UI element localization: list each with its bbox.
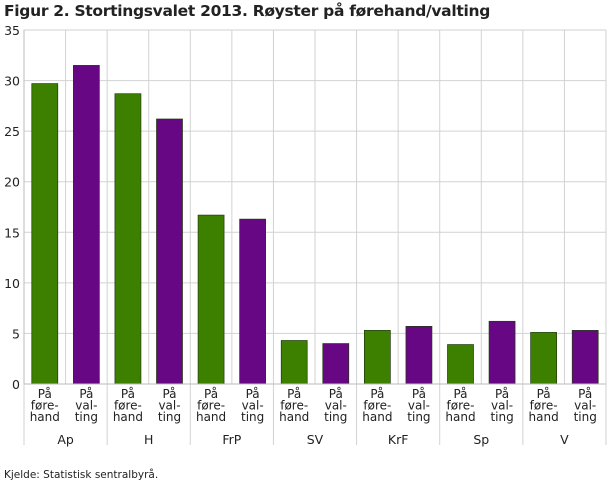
- bar-SV-forehand: [280, 340, 308, 385]
- x-subcategory-label: val-: [574, 399, 596, 413]
- x-subcategory-label: hand: [279, 410, 309, 424]
- x-group-label: Ap: [57, 432, 74, 447]
- x-subcategory-label: val-: [158, 399, 180, 413]
- x-subcategory-label: På: [162, 387, 176, 401]
- x-group-label: SV: [307, 432, 324, 447]
- x-subcategory-label: val-: [75, 399, 97, 413]
- bar-H-forehand: [114, 93, 142, 385]
- x-subcategory-label: ting: [158, 410, 181, 424]
- bar-SV-valting: [322, 343, 350, 385]
- x-subcategory-label: ting: [241, 410, 264, 424]
- x-subcategory-label: føre-: [280, 399, 308, 413]
- x-subcategory-label: føre-: [363, 399, 391, 413]
- bar-V-forehand: [530, 332, 557, 385]
- x-group-label: H: [144, 432, 153, 447]
- bar-KrF-valting: [405, 325, 433, 385]
- y-tick-label: 10: [4, 276, 20, 291]
- y-tick-label: 30: [4, 74, 20, 89]
- x-subcategory-label: føre-: [530, 399, 558, 413]
- x-subcategory-label: På: [287, 387, 301, 401]
- x-subcategory-label: ting: [324, 410, 347, 424]
- x-subcategory-label: hand: [196, 410, 226, 424]
- x-subcategory-label: hand: [529, 410, 559, 424]
- x-subcategory-label: På: [121, 387, 135, 401]
- x-group-label: Sp: [473, 432, 489, 447]
- x-subcategory-label: føre-: [114, 399, 142, 413]
- x-subcategory-label: hand: [30, 410, 60, 424]
- bar-KrF-forehand: [364, 330, 391, 385]
- bar-V-valting: [571, 330, 599, 385]
- x-group-label: KrF: [388, 432, 409, 447]
- y-tick-label: 35: [4, 23, 20, 38]
- source-note: Kjelde: Statistisk sentralbyrå.: [4, 469, 159, 481]
- x-subcategory-label: ting: [574, 410, 597, 424]
- x-subcategory-label: På: [204, 387, 218, 401]
- y-tick-label: 20: [4, 175, 20, 190]
- bar-Ap-valting: [73, 65, 100, 385]
- x-subcategory-label: På: [578, 387, 592, 401]
- bar-FrP-forehand: [197, 214, 225, 385]
- x-subcategory-label: hand: [445, 410, 475, 424]
- x-subcategory-label: På: [370, 387, 384, 401]
- x-subcategory-label: hand: [113, 410, 143, 424]
- y-tick-label: 5: [12, 326, 20, 341]
- x-subcategory-label: På: [453, 387, 467, 401]
- bar-Sp-valting: [488, 320, 516, 385]
- x-subcategory-label: På: [329, 387, 343, 401]
- x-subcategory-label: hand: [362, 410, 392, 424]
- x-subcategory-label: På: [495, 387, 509, 401]
- x-subcategory-label: På: [38, 387, 52, 401]
- x-subcategory-label: ting: [490, 410, 513, 424]
- x-subcategory-label: På: [537, 387, 551, 401]
- bar-FrP-valting: [239, 218, 266, 385]
- y-tick-label: 0: [12, 377, 20, 392]
- x-subcategory-label: val-: [408, 399, 430, 413]
- bar-Ap-forehand: [31, 83, 59, 385]
- x-group-label: V: [560, 432, 569, 447]
- bar-H-valting: [156, 118, 183, 385]
- x-subcategory-label: ting: [407, 410, 430, 424]
- y-tick-label: 25: [4, 124, 20, 139]
- x-subcategory-label: val-: [325, 399, 347, 413]
- bar-Sp-forehand: [447, 344, 474, 385]
- x-subcategory-label: ting: [75, 410, 98, 424]
- x-subcategory-label: føre-: [447, 399, 475, 413]
- y-tick-label: 15: [4, 225, 20, 240]
- x-subcategory-label: føre-: [31, 399, 59, 413]
- x-subcategory-label: val-: [491, 399, 513, 413]
- x-subcategory-label: føre-: [197, 399, 225, 413]
- x-subcategory-label: val-: [242, 399, 264, 413]
- chart-title: Figur 2. Stortingsvalet 2013. Røyster på…: [4, 2, 490, 20]
- x-subcategory-label: På: [79, 387, 93, 401]
- x-subcategory-label: På: [412, 387, 426, 401]
- x-subcategory-label: På: [246, 387, 260, 401]
- x-group-label: FrP: [222, 432, 241, 447]
